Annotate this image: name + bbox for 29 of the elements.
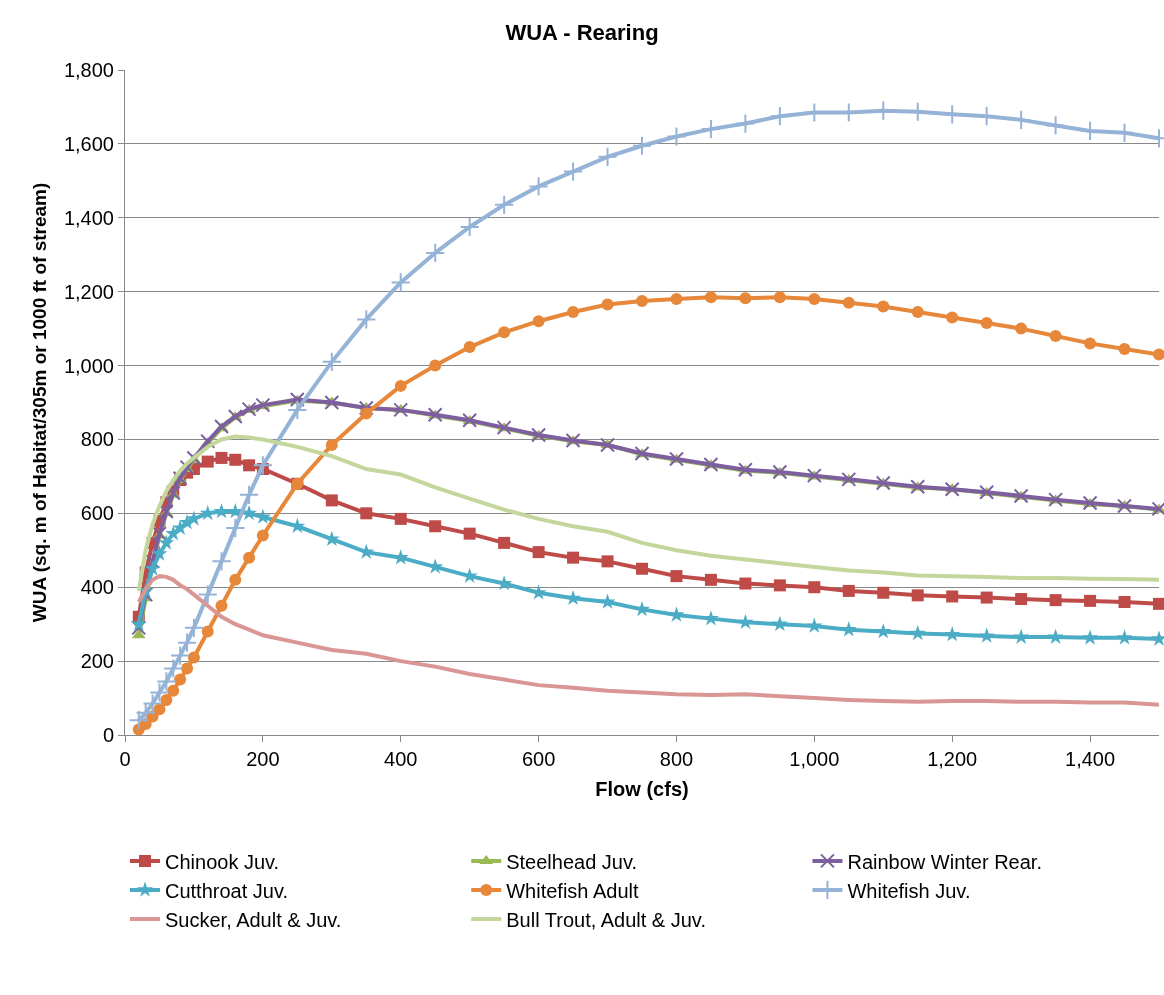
y-tick-label: 1,200	[63, 280, 114, 303]
x-tick-label: 1,400	[1065, 748, 1116, 770]
y-tick-label: 200	[80, 650, 114, 673]
legend-label: Whitefish Adult	[506, 879, 639, 902]
legend-label: Steelhead Juv.	[506, 850, 638, 873]
y-tick-label: 1,000	[63, 354, 114, 377]
y-tick-label: 0	[102, 724, 114, 746]
y-tick-label: 400	[80, 576, 114, 599]
y-tick-label: 800	[80, 428, 114, 451]
x-tick-label: 400	[384, 748, 418, 770]
x-tick-label: 1,200	[927, 748, 978, 770]
y-tick-label: 600	[80, 502, 114, 525]
y-tick-label: 1,400	[63, 206, 114, 229]
y-tick-label: 1,800	[63, 59, 114, 81]
x-tick-label: 200	[246, 748, 280, 770]
x-axis-title: Flow (cfs)	[595, 777, 689, 800]
chart-title: WUA - Rearing	[505, 20, 659, 46]
legend-label: Rainbow Winter Rear.	[847, 850, 1042, 873]
legend-label: Cutthroat Juv.	[165, 879, 289, 902]
legend-label: Sucker, Adult & Juv.	[165, 908, 342, 931]
legend-label: Whitefish Juv.	[847, 879, 971, 902]
legend-label: Bull Trout, Adult & Juv.	[506, 908, 706, 931]
x-tick-label: 0	[119, 748, 131, 770]
x-tick-label: 1,000	[789, 748, 840, 770]
x-tick-label: 800	[659, 748, 694, 770]
y-axis-title: WUA (sq. m of Habitat/305m or 1000 ft of stream)	[28, 182, 50, 623]
legend-label: Chinook Juv.	[165, 850, 280, 873]
x-tick-label: 600	[521, 748, 556, 770]
y-tick-label: 1,600	[63, 132, 114, 155]
